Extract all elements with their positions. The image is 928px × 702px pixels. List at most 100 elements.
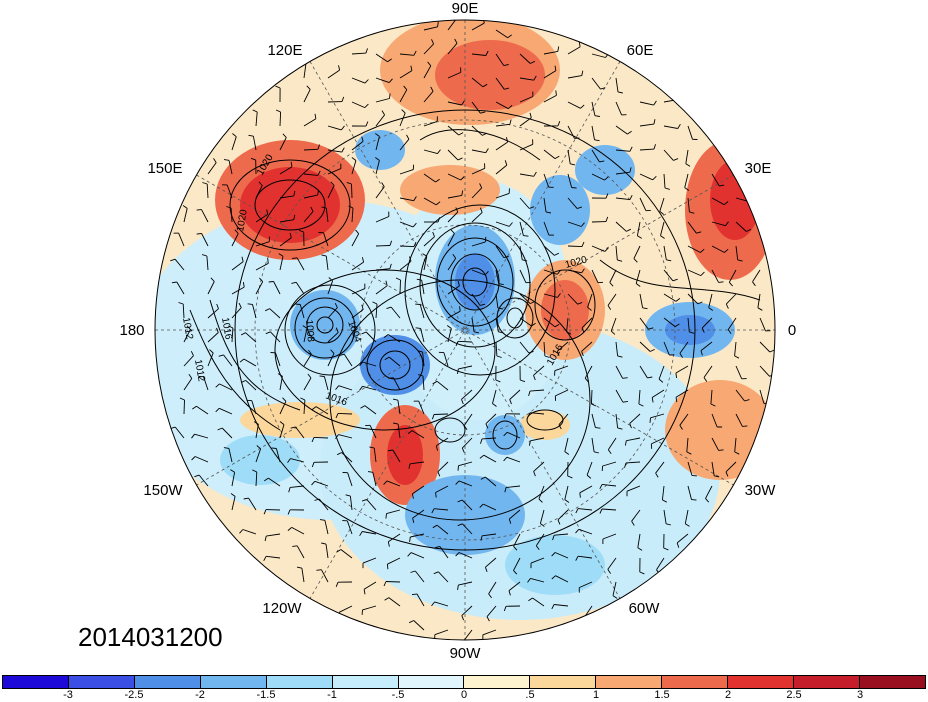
wind-barb — [659, 197, 665, 212]
colorbar-box — [68, 676, 135, 688]
wind-barb-flag — [275, 85, 281, 89]
lon-label-60e: 60E — [627, 42, 654, 59]
wind-barb — [539, 509, 545, 524]
wind-barb-flag — [581, 268, 585, 274]
colorbar-box — [794, 676, 860, 688]
wind-barb-flag — [580, 222, 585, 227]
wind-barb — [351, 261, 364, 271]
wind-barb — [423, 256, 428, 271]
wind-barb-flag — [295, 303, 301, 305]
wind-barb-flag — [556, 270, 561, 275]
wind-barb-flag — [485, 148, 489, 153]
wind-barb — [650, 413, 665, 419]
wind-barb — [315, 406, 329, 415]
contour-label: 1008 — [303, 319, 316, 343]
wind-barb — [687, 485, 692, 500]
wind-barb — [399, 138, 410, 151]
wind-barb — [423, 26, 438, 31]
wind-barb — [554, 604, 569, 607]
wind-barb-flag — [728, 282, 733, 287]
wind-barb-flag — [544, 355, 550, 358]
wind-barb — [447, 43, 458, 55]
wind-barb-flag — [364, 103, 369, 108]
wind-barb-flag — [455, 480, 460, 485]
wind-barb-flag — [415, 327, 421, 329]
wind-barb-flag — [689, 331, 695, 334]
wind-barb-flag — [401, 109, 406, 114]
wind-barb — [279, 424, 285, 439]
wind-barb — [567, 245, 583, 248]
wind-barb — [687, 125, 693, 140]
wind-barb — [347, 472, 353, 487]
wind-barb-flag — [605, 216, 609, 222]
wind-barb-flag — [555, 90, 557, 96]
wind-barb-flag — [594, 139, 600, 142]
wind-barb-flag — [581, 327, 585, 333]
wind-barb-flag — [290, 161, 293, 167]
wind-barb-flag — [557, 121, 561, 127]
wind-barb — [206, 183, 209, 199]
wind-barb — [228, 448, 233, 463]
wind-barb-flag — [504, 160, 508, 166]
wind-barb-flag — [660, 235, 665, 239]
lon-label-180: 180 — [119, 322, 144, 339]
wind-barb — [433, 413, 449, 415]
wind-barb-flag — [351, 325, 356, 329]
wind-barb — [223, 354, 233, 367]
wind-barb — [303, 211, 314, 223]
wind-barb — [327, 332, 339, 343]
wind-barb — [471, 22, 485, 31]
wind-barb — [625, 461, 641, 464]
wind-barb-flag — [230, 469, 235, 473]
wind-barb — [303, 353, 312, 367]
wind-barb — [207, 308, 219, 319]
wind-barb — [543, 70, 557, 79]
wind-barb-flag — [253, 421, 259, 425]
wind-barb — [519, 293, 531, 304]
wind-barb — [325, 208, 329, 223]
wind-barb — [416, 593, 425, 607]
contour-label: 1016 — [219, 317, 234, 341]
wind-barb — [485, 413, 497, 425]
lon-label-150w: 150W — [143, 482, 183, 499]
wind-barb — [543, 50, 558, 55]
wind-barb-flag — [461, 615, 465, 621]
wind-barb-flag — [484, 271, 489, 276]
wind-barb-flag — [497, 307, 503, 310]
wind-barb-flag — [341, 125, 345, 131]
wind-barb — [663, 341, 670, 356]
wind-barb — [279, 111, 282, 127]
wind-barb — [735, 365, 743, 379]
wind-barb — [323, 232, 329, 247]
wind-barb — [182, 303, 185, 319]
wind-barb — [422, 352, 425, 367]
wind-barb — [327, 69, 340, 79]
wind-barb — [290, 485, 305, 488]
wind-barb-flag — [282, 133, 287, 138]
wind-barb — [639, 173, 653, 181]
wind-barb — [231, 472, 236, 487]
wind-barb — [591, 101, 596, 116]
wind-barb — [447, 173, 461, 181]
wind-barb-flag — [607, 305, 612, 310]
wind-barb — [555, 575, 569, 583]
wind-barb — [203, 376, 209, 391]
wind-barb — [567, 46, 581, 55]
wind-barb-flag — [393, 422, 399, 425]
wind-barb-flag — [485, 50, 489, 56]
colorbar-box — [596, 676, 663, 688]
wind-barb — [471, 187, 483, 199]
wind-barb — [436, 524, 449, 535]
wind-barb-flag — [171, 281, 177, 284]
wind-barb — [591, 53, 606, 58]
wind-barb-flag — [387, 58, 392, 63]
wind-barb-flag — [215, 407, 220, 413]
wind-barb — [711, 173, 720, 187]
wind-barb — [708, 293, 713, 308]
wind-barb — [183, 208, 188, 223]
wind-barb — [226, 184, 233, 199]
wind-barb — [687, 269, 701, 277]
wind-barb — [679, 341, 689, 354]
wind-barb — [633, 245, 641, 259]
colorbar-box — [3, 676, 69, 688]
